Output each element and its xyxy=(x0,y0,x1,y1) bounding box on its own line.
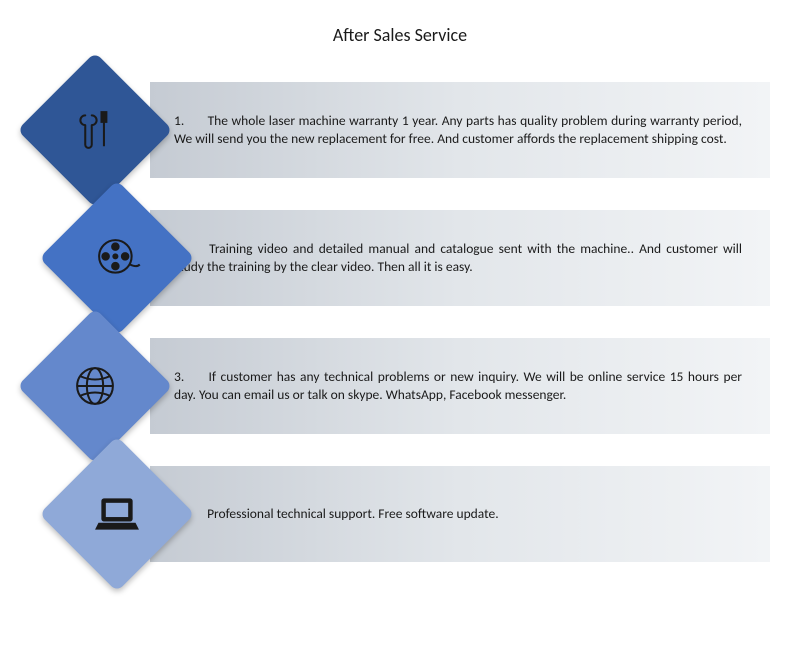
service-text: 1. The whole laser machine warranty 1 ye… xyxy=(174,112,742,148)
service-text-bar: 2. Training video and detailed manual an… xyxy=(150,210,770,306)
service-text: 4. Professional technical support. Free … xyxy=(174,505,499,523)
service-number: 3. xyxy=(174,368,204,386)
laptop-icon xyxy=(62,459,172,569)
diamond-badge xyxy=(39,436,195,592)
service-body: The whole laser machine warranty 1 year.… xyxy=(174,112,742,147)
service-body: Professional technical support. Free sof… xyxy=(207,505,499,522)
diamond-badge xyxy=(39,180,195,336)
service-text-bar: 4. Professional technical support. Free … xyxy=(150,466,770,562)
page-title: After Sales Service xyxy=(0,0,800,66)
globe-icon xyxy=(40,331,150,441)
service-row: 3. If customer has any technical problem… xyxy=(0,322,800,450)
diamond-badge xyxy=(17,52,173,208)
service-text-bar: 1. The whole laser machine warranty 1 ye… xyxy=(150,82,770,178)
service-row: 2. Training video and detailed manual an… xyxy=(0,194,800,322)
service-text: 3. If customer has any technical problem… xyxy=(174,368,742,404)
service-body: Training video and detailed manual and c… xyxy=(174,240,742,275)
service-body: If customer has any technical problems o… xyxy=(174,368,742,403)
tools-icon xyxy=(40,75,150,185)
service-text-bar: 3. If customer has any technical problem… xyxy=(150,338,770,434)
service-row: 4. Professional technical support. Free … xyxy=(0,450,800,578)
service-number: 1. xyxy=(174,112,204,130)
service-list: 1. The whole laser machine warranty 1 ye… xyxy=(0,66,800,578)
diamond-badge xyxy=(17,308,173,464)
service-row: 1. The whole laser machine warranty 1 ye… xyxy=(0,66,800,194)
film-reel-icon xyxy=(62,203,172,313)
service-text: 2. Training video and detailed manual an… xyxy=(174,240,742,276)
